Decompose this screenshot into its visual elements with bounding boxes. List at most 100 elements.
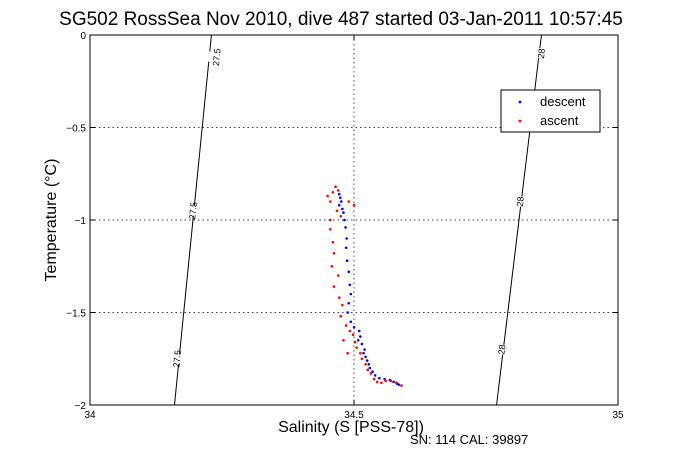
y-axis-label: Temperature (°C): [43, 159, 60, 282]
isopycnal-label: 28: [536, 48, 547, 59]
y-tick-label: 0: [80, 31, 86, 42]
y-tick-label: −1: [75, 216, 87, 227]
descent-point: [346, 311, 349, 314]
descent-point: [337, 203, 341, 207]
x-tick-label: 34: [84, 410, 96, 421]
descent-point: [373, 374, 377, 377]
ascent-point: [359, 351, 362, 355]
descent-point: [347, 270, 351, 274]
ascent-point: [348, 329, 352, 333]
ascent-point: [328, 200, 332, 203]
y-tick-label: −0.5: [66, 124, 86, 135]
ascent-point: [389, 379, 393, 383]
isopycnal-label-bg: [490, 343, 514, 356]
x-tick-label: 35: [612, 410, 624, 421]
ascent-point: [328, 218, 332, 222]
descent-point: [340, 200, 343, 203]
descent-point: [343, 218, 346, 222]
ascent-point: [400, 384, 403, 387]
isopycnal-label: 27.5: [187, 202, 199, 220]
isopycnal-lines: 27.5 27.5 27.5 28 28 28: [165, 34, 553, 406]
descent-point: [347, 301, 351, 305]
ascent-point: [337, 296, 341, 300]
chart-title: SG502 RossSea Nov 2010, dive 487 started…: [59, 9, 623, 30]
legend-box: [500, 89, 601, 133]
legend-descent-label: descent: [540, 94, 586, 109]
ascent-point: [360, 357, 364, 361]
descent-point: [349, 292, 353, 296]
descent-point: [342, 211, 345, 214]
ascent-point: [331, 240, 335, 244]
ascent-point: [394, 381, 398, 385]
descent-point: [365, 359, 369, 362]
ascent-point: [326, 194, 329, 198]
descent-point: [344, 246, 348, 250]
ascent-point: [344, 324, 348, 327]
grid-lines: [90, 35, 618, 405]
ascent-point: [353, 340, 357, 344]
descent-point: [345, 237, 348, 240]
ascent-point: [336, 274, 340, 277]
isopycnal-label-bg: [205, 51, 229, 64]
x-axis-label: Salinity (S [PSS-78]): [278, 419, 424, 436]
ascent-point: [339, 215, 343, 218]
isopycnal-label: 28: [515, 196, 526, 207]
ascent-point: [330, 264, 334, 268]
descent-point: [378, 376, 381, 380]
descent-point: [397, 383, 401, 386]
ascent-point: [332, 285, 336, 288]
ascent-point: [336, 189, 340, 192]
ascent-point: [372, 377, 376, 381]
descent-point: [345, 259, 349, 263]
y-tick-label: −1.5: [66, 309, 86, 320]
isopycnal-line: [173, 34, 212, 406]
descent-point: [367, 363, 371, 366]
x-tick-label: 34.5: [344, 410, 364, 421]
legend-ascent-label: ascent: [540, 113, 579, 128]
descent-point: [364, 355, 367, 359]
isopycnal-label: 27.5: [171, 350, 183, 368]
axis-ticks: 34 34.5 35 0 −0.5 −1 −1.5 −2: [66, 31, 624, 421]
serial-calibration-label: SN: 114 CAL: 39897: [410, 432, 528, 447]
ascent-point: [341, 303, 344, 307]
ascent-point: [328, 227, 332, 231]
descent-point: [357, 329, 361, 333]
descent-point: [362, 351, 365, 355]
ascent-point: [331, 190, 335, 194]
ascent-point: [351, 333, 355, 337]
descent-point: [338, 196, 342, 200]
ascent-point: [380, 381, 383, 385]
descent-point: [356, 338, 360, 342]
descent-point: [392, 380, 395, 384]
data-points: [326, 185, 403, 387]
ascent-point: [332, 252, 336, 255]
ascent-point: [364, 363, 367, 366]
descent-point: [360, 342, 364, 346]
ascent-point: [342, 338, 345, 342]
isopycnal-label-bg: [181, 204, 205, 217]
descent-point: [341, 207, 344, 211]
ascent-point: [334, 185, 337, 188]
isopycnal-label: 28: [496, 344, 507, 355]
ascent-point: [352, 203, 356, 207]
ascent-point: [347, 200, 351, 203]
descent-point: [352, 326, 356, 329]
isopycnal-label: 27.5: [211, 48, 223, 66]
isopycnal-label-bg: [529, 47, 553, 60]
legend: descent ascent: [500, 89, 601, 133]
descent-point: [348, 283, 352, 287]
ascent-point: [375, 380, 379, 384]
legend-descent-marker: [518, 100, 522, 104]
descent-point: [363, 348, 366, 351]
ascent-point: [384, 379, 387, 383]
ascent-point: [335, 209, 339, 213]
y-tick-label: −2: [75, 401, 87, 412]
ascent-point: [339, 314, 343, 318]
descent-point: [371, 370, 374, 374]
descent-point: [337, 192, 341, 196]
isopycnal-label-bg: [165, 352, 189, 365]
ascent-point: [346, 351, 349, 355]
legend-ascent-marker: [518, 119, 522, 123]
descent-point: [344, 226, 347, 229]
